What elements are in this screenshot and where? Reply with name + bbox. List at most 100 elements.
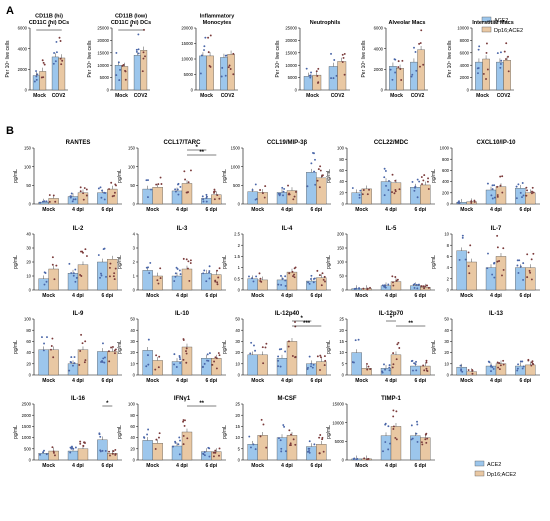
c13-y-tick-label: 1.5	[234, 254, 240, 259]
c22-point	[183, 424, 186, 427]
c2-y-tick-label: 5000	[184, 72, 194, 77]
c11-point	[100, 274, 103, 277]
c10-point	[470, 201, 473, 204]
c19-point	[425, 367, 428, 370]
c22-point	[203, 451, 206, 453]
c19-bar	[351, 352, 362, 376]
c21-y-tick-label: 2500	[22, 402, 32, 407]
c19-point	[396, 343, 399, 346]
c13-point	[316, 269, 319, 272]
c14-point	[396, 278, 399, 281]
c5-point	[486, 68, 489, 71]
c6-point	[39, 201, 41, 204]
c1-y-tick-label: 20000	[97, 38, 109, 43]
c6-y-tick-label: 150	[24, 146, 32, 151]
c14-y-tick-label: 150	[337, 246, 345, 251]
c24-point	[382, 450, 384, 453]
c15-x-tick-label: Mock	[460, 293, 473, 299]
c14-y-tick-label: 50	[339, 274, 344, 279]
c14-point	[366, 287, 369, 290]
c9-point	[366, 193, 369, 196]
c18-bar	[257, 354, 268, 376]
c24-point	[384, 441, 387, 443]
c10-point	[525, 194, 528, 197]
c6-point	[43, 200, 46, 203]
c13-point	[312, 281, 315, 284]
c11-title: IL-2	[73, 226, 84, 232]
c1-y-tick-label: 10000	[97, 63, 109, 68]
c17-point	[147, 363, 150, 366]
c24-point	[366, 458, 368, 461]
c0-sig-label: *	[48, 25, 51, 31]
c7-y-tick-label: 50	[130, 183, 135, 188]
c24-point	[416, 420, 418, 423]
c6-point	[114, 183, 117, 186]
c6-point	[82, 192, 85, 195]
c22-point	[182, 419, 185, 422]
c21-point	[104, 449, 107, 452]
c2-point	[229, 68, 232, 70]
c15-x-tick-label: 6 dpi	[519, 293, 531, 299]
c5-point	[507, 70, 510, 73]
c20-point	[497, 366, 500, 369]
c15-y-tick-label: 2	[447, 276, 450, 281]
c20-x-tick-label: 4 dpi	[490, 378, 502, 384]
c17-x-tick-label: 4 dpi	[176, 378, 188, 384]
c23-bar	[247, 444, 258, 461]
c18-y-tick-label: 40	[235, 328, 240, 333]
c5-point	[499, 51, 502, 54]
c19-point	[392, 363, 395, 366]
c5-y-tick-label: 2000	[460, 75, 470, 80]
c16-x-tick-label: Mock	[42, 378, 55, 384]
c2-point	[208, 64, 211, 67]
c9-point	[388, 179, 390, 182]
c21-y-tick-label: 0	[29, 458, 32, 463]
c2-y-tick-label: 10000	[181, 57, 193, 62]
c7-point	[176, 188, 179, 191]
legend-label-dp16-b: Dp16;ACE2	[487, 472, 516, 478]
c13-bar	[286, 271, 298, 291]
c9-point	[416, 196, 419, 199]
c13-point	[255, 275, 258, 278]
c16-point	[51, 337, 54, 340]
c17-point	[178, 354, 181, 357]
c8-title: CCL19/MIP-3β	[267, 140, 308, 146]
c13-point	[293, 267, 296, 270]
c24-x-tick-label: 4 dpi	[385, 463, 397, 469]
c18-point	[310, 365, 312, 368]
c13-y-tick-label: 2.5	[234, 232, 240, 237]
c6-point	[100, 196, 103, 199]
c22-point	[214, 449, 217, 452]
c10-ylabel: pg/mL	[431, 169, 437, 183]
c21-point	[42, 451, 44, 454]
c17-point	[185, 350, 187, 353]
c21-ylabel: pg/mL	[13, 425, 19, 439]
c14-point	[423, 287, 426, 290]
c22-x-tick-label: 4 dpi	[176, 463, 188, 469]
c8-point	[319, 165, 322, 168]
c16-point	[68, 369, 71, 372]
c3-point	[309, 76, 312, 79]
c12-x-tick-label: 6 dpi	[205, 293, 217, 299]
c23-point	[308, 451, 311, 454]
c13-y-tick-label: 0.5	[234, 276, 240, 281]
c24-point	[356, 457, 359, 460]
c7-point	[189, 169, 192, 172]
c5-point	[482, 72, 485, 75]
c3-point	[317, 67, 320, 70]
c5-point	[477, 48, 480, 51]
c0-y-tick-label: 0	[25, 88, 28, 93]
c20-point	[521, 360, 524, 363]
c15-point	[530, 278, 533, 281]
c3-point	[315, 70, 318, 73]
c16-point	[83, 361, 86, 364]
c7-point	[205, 200, 208, 203]
c1-x-tick-label: COV2	[134, 93, 148, 99]
c11-point	[113, 272, 116, 275]
c2-title: Monocytes	[203, 20, 232, 26]
c18-point	[278, 348, 281, 351]
c20-point	[530, 364, 533, 367]
c15-point	[496, 246, 499, 249]
c0-point	[60, 63, 63, 66]
c16-bar	[38, 349, 49, 376]
